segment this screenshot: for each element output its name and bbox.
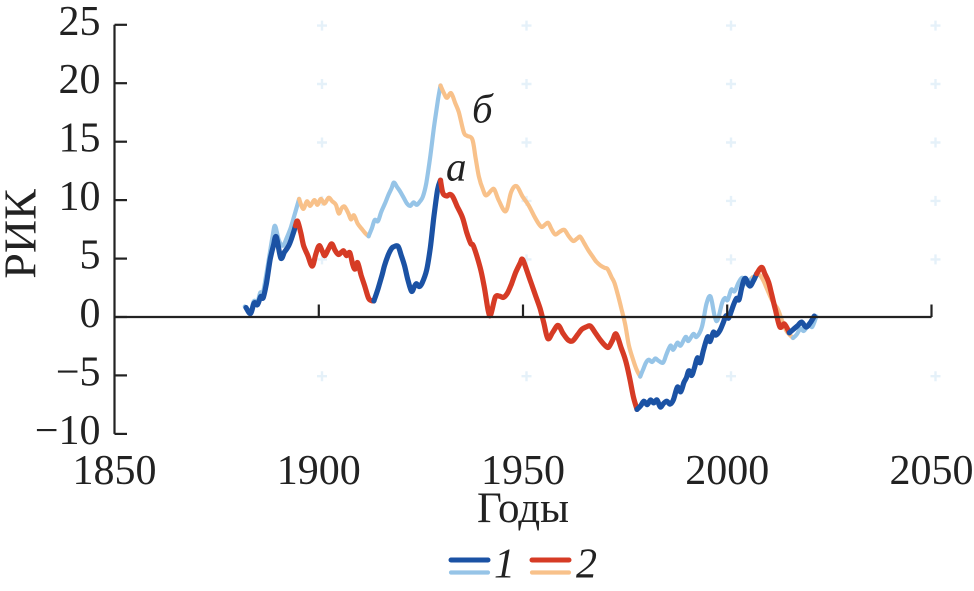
svg-text:1900: 1900	[277, 448, 361, 494]
svg-text:б: б	[472, 86, 494, 132]
svg-text:5: 5	[80, 233, 101, 279]
svg-text:−10: −10	[35, 408, 101, 454]
svg-text:0: 0	[80, 291, 101, 337]
svg-text:10: 10	[59, 174, 101, 220]
svg-text:15: 15	[59, 116, 101, 162]
svg-text:2000: 2000	[685, 448, 769, 494]
svg-text:1: 1	[494, 542, 515, 588]
svg-text:а: а	[446, 144, 467, 190]
svg-text:Годы: Годы	[477, 485, 569, 532]
svg-text:2: 2	[576, 542, 597, 588]
svg-text:25: 25	[59, 0, 101, 45]
svg-text:2050: 2050	[890, 448, 974, 494]
svg-text:1950: 1950	[481, 448, 565, 494]
svg-text:−5: −5	[56, 349, 101, 395]
svg-text:1850: 1850	[73, 448, 157, 494]
svg-text:20: 20	[59, 57, 101, 103]
svg-text:РИК: РИК	[0, 189, 46, 279]
